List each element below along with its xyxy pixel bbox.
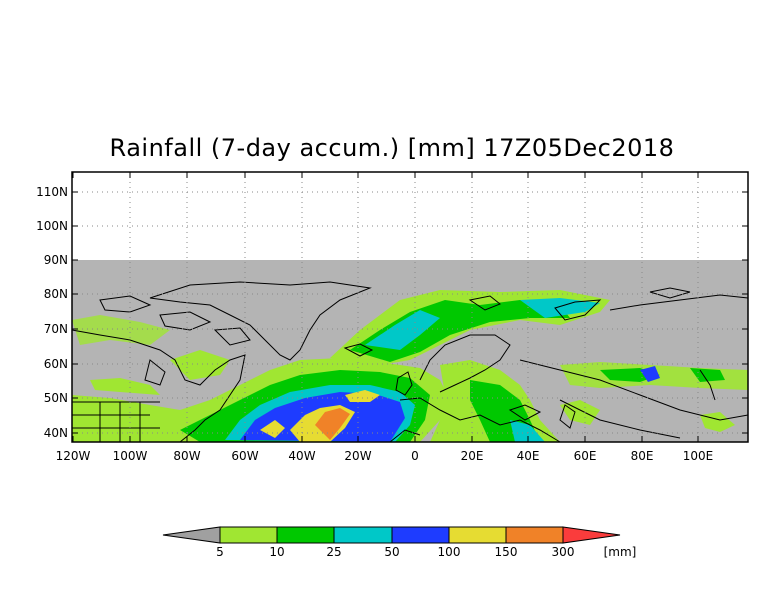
coastlines (71, 281, 749, 443)
lon-label: 40E (517, 449, 540, 463)
lat-label: 40N (44, 426, 68, 440)
map-title: Rainfall (7-day accum.) [mm] 17Z05Dec201… (109, 134, 675, 162)
lat-label: 110N (36, 185, 68, 199)
lat-label: 50N (44, 391, 68, 405)
lon-label: 40W (288, 449, 315, 463)
lon-label: 60E (574, 449, 597, 463)
lon-label: 80W (173, 449, 200, 463)
colorbar (162, 526, 621, 544)
lon-label: 80E (631, 449, 654, 463)
latitude-labels: 110N 100N 90N 80N 70N 60N 50N 40N (36, 185, 68, 440)
lat-label: 90N (44, 253, 68, 267)
colorbar-bin (448, 526, 507, 544)
lon-label: 120W (56, 449, 91, 463)
colorbar-above-triangle (562, 526, 621, 544)
lon-label: 100E (683, 449, 714, 463)
longitude-labels: 120W 100W 80W 60W 40W 20W 0 20E 40E 60E … (56, 449, 714, 463)
lon-label: 20W (344, 449, 371, 463)
axis-ticks (72, 172, 748, 442)
lon-label: 20E (461, 449, 484, 463)
colorbar-label: 300 (552, 545, 575, 559)
colorbar-label: 10 (269, 545, 284, 559)
colorbar-bin (333, 526, 393, 544)
colorbar-label: 5 (216, 545, 224, 559)
lat-label: 80N (44, 287, 68, 301)
colorbar-bin (276, 526, 335, 544)
precipitation-field (72, 290, 748, 442)
graticule (72, 172, 748, 442)
colorbar-label: 100 (438, 545, 461, 559)
colorbar-label: 25 (326, 545, 341, 559)
lat-label: 60N (44, 357, 68, 371)
colorbar-bin (505, 526, 564, 544)
colorbar-below-triangle (162, 526, 221, 544)
colorbar-unit: [mm] (604, 545, 637, 559)
lon-label: 100W (113, 449, 148, 463)
lon-label: 60W (231, 449, 258, 463)
colorbar-bin (391, 526, 450, 544)
colorbar-labels: 5 10 25 50 100 150 300 [mm] (216, 545, 636, 559)
lat-label: 70N (44, 322, 68, 336)
colorbar-label: 50 (384, 545, 399, 559)
colorbar-label: 150 (495, 545, 518, 559)
map-frame (71, 171, 749, 443)
lat-label: 100N (36, 219, 68, 233)
colorbar-bin (219, 526, 278, 544)
lon-label: 0 (411, 449, 419, 463)
